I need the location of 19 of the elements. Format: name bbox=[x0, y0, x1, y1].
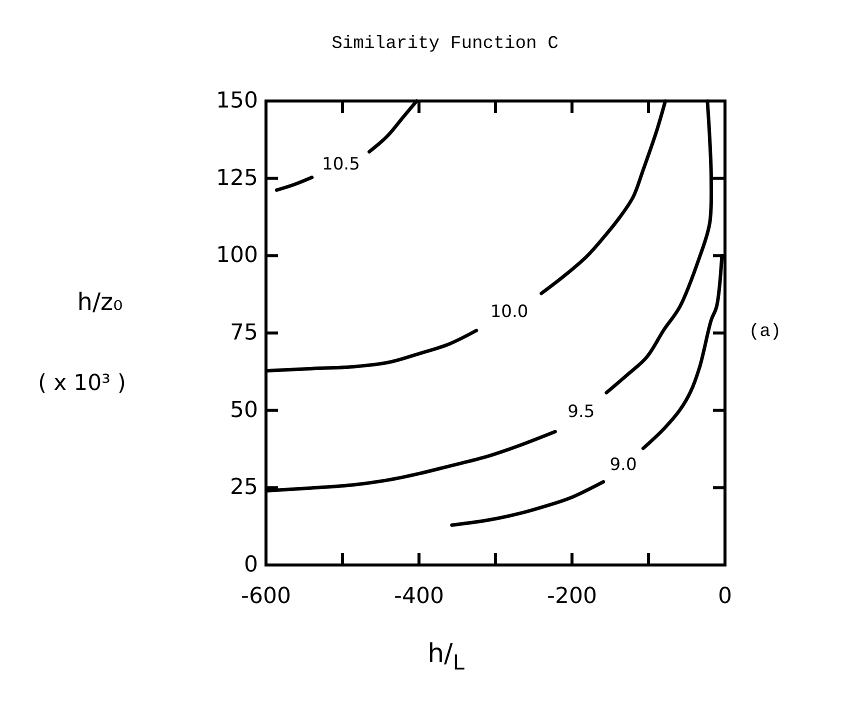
text: h/z₀ ( x 10³ ) bbox=[38, 288, 126, 396]
x-tick-label: -400 bbox=[394, 584, 444, 609]
y-tick-label: 50 bbox=[230, 398, 258, 423]
text: (a) bbox=[748, 322, 782, 342]
y-tick-label: 150 bbox=[216, 88, 258, 114]
y-tick-label: 0 bbox=[244, 552, 258, 578]
series-label: 9.5 bbox=[568, 402, 595, 422]
chart-title: Similarity Function C bbox=[332, 34, 559, 54]
y-tick-label: 75 bbox=[230, 320, 258, 346]
x-tick-label: -600 bbox=[241, 584, 291, 609]
y-tick-label: 25 bbox=[230, 475, 258, 500]
series-label: 10.5 bbox=[322, 154, 360, 175]
series-label: 9.0 bbox=[610, 455, 637, 476]
y-tick-label: 100 bbox=[216, 243, 258, 268]
x-tick-label: 0 bbox=[718, 584, 732, 609]
x-tick-label: -200 bbox=[547, 584, 597, 609]
y-tick-label: 125 bbox=[216, 166, 258, 191]
series-label: 10.0 bbox=[490, 302, 528, 322]
x-axis-title: h/$_{L}$ bbox=[428, 639, 465, 674]
